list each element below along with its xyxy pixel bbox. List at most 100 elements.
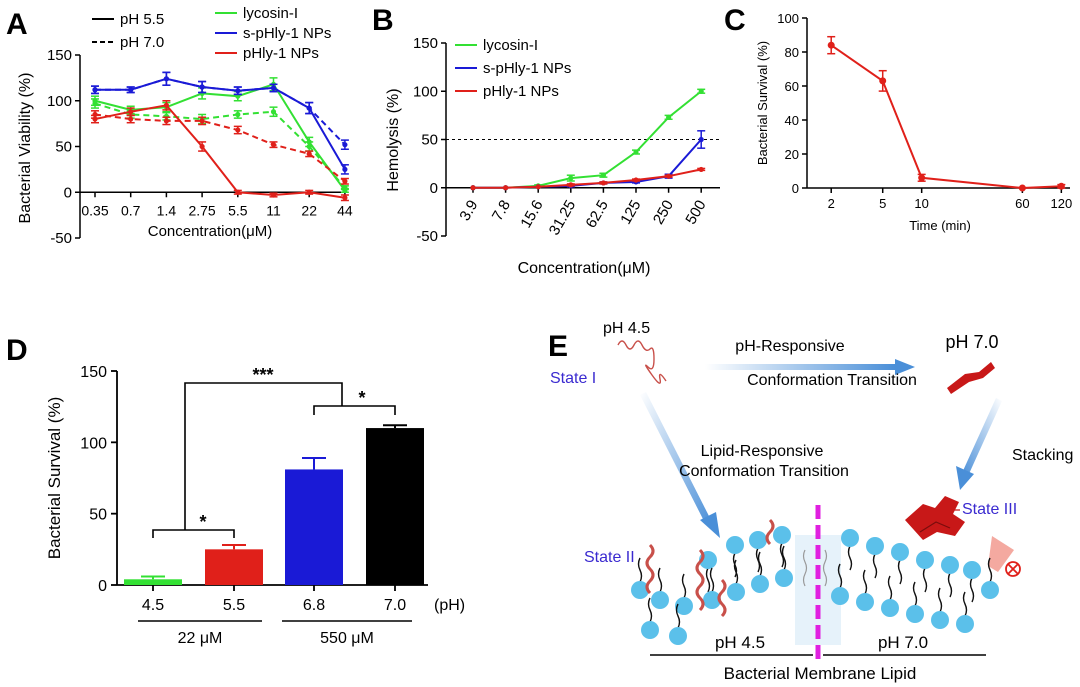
x-tick-label: 62.5 — [583, 197, 612, 231]
data-point — [666, 173, 672, 179]
y-tick-label: 100 — [80, 435, 107, 452]
bar — [205, 549, 263, 585]
lipid-head — [963, 561, 981, 579]
lipid-tail — [837, 563, 843, 589]
data-point — [163, 76, 169, 82]
sig-68-70: * — [358, 388, 365, 408]
x-tick-label: 31.25 — [546, 197, 579, 238]
x-tick-label: 7.0 — [384, 597, 406, 614]
data-point — [698, 88, 704, 94]
x-tick-label: 1.4 — [157, 202, 177, 218]
e-state3: State III — [962, 501, 1017, 518]
x-tick-label: 4.5 — [142, 597, 164, 614]
lipid-tail — [757, 551, 763, 577]
data-point — [306, 189, 312, 195]
x-tick-label: 5.5 — [223, 597, 245, 614]
panel-a-legend: pH 5.5 pH 7.0 lycosin-I s-pHly-1 NPs pHl… — [92, 5, 331, 62]
pore-tail — [822, 549, 828, 587]
ph-arrow-shaft — [705, 364, 895, 370]
lipid-tail — [637, 557, 643, 583]
y-tick-label: 100 — [777, 11, 799, 26]
y-tick-label: 150 — [80, 364, 107, 381]
x-tick-label: 120 — [1050, 196, 1072, 211]
data-point — [128, 109, 134, 115]
e-membrane-label: Bacterial Membrane Lipid — [724, 664, 917, 683]
data-point — [163, 118, 169, 124]
lipid-tail — [987, 557, 993, 583]
bracket-68-70 — [313, 405, 396, 415]
x-tick-label: 7.8 — [489, 197, 514, 224]
data-point — [270, 109, 277, 115]
panel-c-ylabel: Bacterial Survival (%) — [755, 41, 770, 165]
state3-aggregate-icon — [905, 496, 965, 540]
data-point — [92, 100, 98, 107]
panel-b-legend: lycosin-I s-pHly-1 NPs pHly-1 NPs — [455, 37, 571, 100]
data-point — [600, 172, 607, 178]
data-point — [270, 85, 277, 91]
legend-b-phly: pHly-1 NPs — [483, 83, 559, 100]
panel-b: B Hemolysis (%) Concentration(μM) 150 100… — [372, 4, 720, 277]
data-point — [568, 175, 574, 181]
lipid-head — [906, 605, 924, 623]
panel-c-axes: 100 80 60 40 20 0 2 5 10 60 120 — [777, 11, 1072, 211]
y-tick-label: 100 — [47, 93, 72, 110]
series-line — [94, 104, 346, 199]
lipid-tail — [733, 559, 739, 585]
y-tick-label: -50 — [416, 228, 438, 245]
legend-phly: pHly-1 NPs — [243, 45, 319, 62]
state1-peptide-icon — [617, 340, 667, 384]
data-point — [568, 182, 574, 188]
lipid-tail — [779, 542, 785, 568]
e-state1: State I — [550, 370, 596, 387]
y-tick-label: 150 — [47, 47, 72, 64]
panel-label-b: B — [372, 4, 394, 37]
x-tick-label: 10 — [914, 196, 928, 211]
lipid-tail — [887, 575, 893, 601]
data-point — [666, 114, 672, 120]
legend-b-lycosin: lycosin-I — [483, 37, 538, 54]
data-point — [698, 136, 704, 143]
lipid-tail — [862, 569, 868, 595]
panel-a-axes: 150 100 50 0 -50 0.35 0.7 1.4 2.75 5.5 11 22 44 — [47, 47, 353, 247]
x-tick-label: 250 — [650, 197, 677, 227]
lipid-head — [856, 593, 874, 611]
x-tick-label: 5 — [879, 196, 886, 211]
lipid-arrow-shaft — [640, 392, 712, 525]
membrane-bilayer — [631, 518, 999, 645]
panel-b-xlabel: Concentration(μM) — [518, 260, 651, 277]
series-line — [830, 44, 1062, 190]
y-tick-label: 150 — [413, 35, 438, 52]
x-tick-label: 22 — [301, 202, 317, 218]
lipid-arrow-head-icon — [700, 512, 720, 538]
lipid-head — [773, 526, 791, 544]
lipid-head — [669, 627, 687, 645]
lipid-head — [891, 543, 909, 561]
data-point — [633, 177, 639, 183]
x-tick-label: 60 — [1015, 196, 1029, 211]
series-3 — [91, 71, 349, 150]
blocked-arrow-icon — [988, 536, 1014, 572]
lipid-tail — [897, 559, 903, 585]
lipid-head — [651, 591, 669, 609]
data-point — [235, 189, 241, 195]
x-tick-label: 5.5 — [228, 202, 248, 218]
panel-label-a: A — [6, 8, 28, 41]
lipid-tail — [847, 545, 853, 571]
y-tick-label: 40 — [785, 113, 799, 128]
data-point — [535, 184, 541, 190]
significance-brackets: * * *** — [152, 365, 396, 538]
data-point — [342, 142, 348, 148]
stacking-arrow-head-icon — [956, 466, 974, 490]
legend-ph70: pH 7.0 — [120, 34, 164, 51]
panel-d-axes: 150 100 50 0 4.5 5.5 6.8 7.0 — [80, 364, 428, 614]
bracket-groups — [184, 382, 343, 530]
lipid-tail — [781, 545, 787, 571]
lipid-tail — [675, 603, 681, 629]
legend-lycosin: lycosin-I — [243, 5, 298, 22]
lipid-head — [631, 581, 649, 599]
data-point — [342, 195, 348, 201]
inserted-peptide — [717, 578, 727, 618]
data-point — [199, 143, 205, 150]
panel-a-ylabel: Bacterial Viability (%) — [17, 73, 34, 224]
